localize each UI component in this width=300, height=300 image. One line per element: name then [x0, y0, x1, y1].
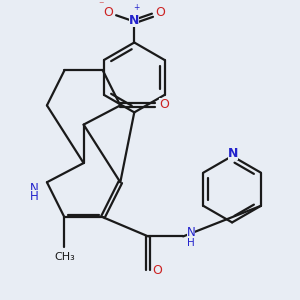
Text: N: N	[30, 182, 39, 195]
Text: O: O	[155, 6, 165, 19]
Text: N: N	[129, 14, 140, 27]
Text: O: O	[159, 98, 169, 111]
Text: ⁻: ⁻	[98, 0, 104, 10]
Text: O: O	[103, 6, 113, 19]
Text: H: H	[30, 190, 39, 203]
Text: O: O	[153, 264, 163, 277]
Text: CH₃: CH₃	[54, 252, 75, 262]
Text: N: N	[228, 147, 238, 160]
Text: H: H	[187, 238, 195, 248]
Text: +: +	[134, 3, 140, 12]
Text: N: N	[187, 226, 195, 239]
